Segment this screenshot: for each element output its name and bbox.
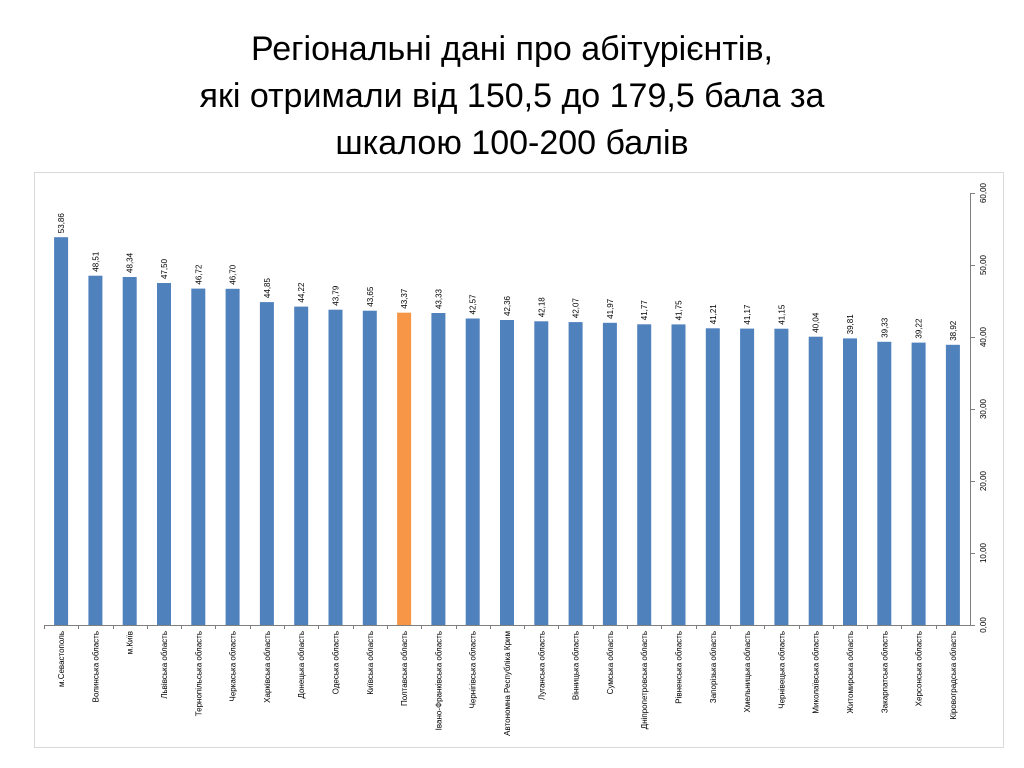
y-tick-label: 50,00 xyxy=(979,254,988,275)
category-label: Івано-Франківська область xyxy=(434,631,443,730)
category-label: Автономна Республіка Крим xyxy=(503,631,512,736)
category-label: Сумська область xyxy=(606,631,615,694)
slide-title: Регіональні дані про абітурієнтів, які о… xyxy=(0,26,1024,167)
data-label: 42,36 xyxy=(503,295,512,316)
category-label: Закарпатська область xyxy=(880,631,889,713)
data-label: 41,15 xyxy=(777,304,786,325)
bar xyxy=(568,322,583,625)
data-label: 48,34 xyxy=(126,252,135,273)
category-label: Хмельницька область xyxy=(743,631,752,712)
bar xyxy=(362,310,377,625)
bar xyxy=(911,342,926,625)
category-label: Тернопільська область xyxy=(194,631,203,716)
y-tick-label: 40,00 xyxy=(979,326,988,347)
category-label: Київська область xyxy=(366,631,375,695)
bar xyxy=(54,237,69,625)
data-label: 43,79 xyxy=(332,285,341,306)
category-label: Одеська область xyxy=(332,631,341,694)
data-label: 40,04 xyxy=(812,312,821,333)
y-tick-label: 60,00 xyxy=(979,182,988,203)
data-label: 47,50 xyxy=(160,258,169,279)
category-label: Житомирська область xyxy=(846,631,855,713)
bar xyxy=(534,321,549,625)
bar xyxy=(774,328,789,625)
bar-chart: 0,00 10,00 20,00 30,00 40,00 50,00 60,00 53,86 м… xyxy=(44,182,988,736)
category-label: Миколаївська область xyxy=(812,631,821,714)
category-label: Полтавська область xyxy=(400,631,409,706)
data-label: 44,22 xyxy=(297,282,306,303)
data-label: 43,33 xyxy=(434,288,443,309)
bar xyxy=(671,324,686,625)
category-label: Дніпропетровська область xyxy=(640,631,649,729)
bar xyxy=(500,320,514,625)
data-label: 43,37 xyxy=(400,288,409,309)
data-label: 46,70 xyxy=(229,264,238,285)
data-label: 41,17 xyxy=(743,304,752,325)
chart-frame: 0,00 10,00 20,00 30,00 40,00 50,00 60,00 53,86 м… xyxy=(34,172,1004,748)
bar xyxy=(465,318,480,625)
bar xyxy=(602,322,617,625)
title-line-2: які отримали від 150,5 до 179,5 бала за xyxy=(199,77,825,115)
bar xyxy=(637,324,652,625)
category-label: Черкаська область xyxy=(229,631,238,702)
data-label: 39,22 xyxy=(915,318,924,339)
category-label: Чернігівська область xyxy=(469,631,478,708)
data-label: 41,77 xyxy=(640,300,649,321)
bar xyxy=(740,328,755,625)
y-tick-label: 20,00 xyxy=(979,470,988,491)
data-label: 39,81 xyxy=(846,314,855,335)
category-label: Чернівецька область xyxy=(777,631,786,709)
data-label: 39,33 xyxy=(880,317,889,338)
data-label: 41,97 xyxy=(606,298,615,319)
bar xyxy=(225,288,240,625)
data-label: 42,18 xyxy=(537,297,546,318)
bar-highlighted xyxy=(397,312,412,625)
bar xyxy=(843,338,857,625)
bar xyxy=(88,275,103,625)
bar xyxy=(705,328,720,625)
data-label: 46,72 xyxy=(194,264,203,285)
bar xyxy=(877,341,892,625)
category-label: Кіровоградська область xyxy=(949,631,958,720)
category-label: Рівненська область xyxy=(674,631,683,704)
data-label: 42,57 xyxy=(469,294,478,315)
category-label: Львівська область xyxy=(160,631,169,699)
title-line-1: Регіональні дані про абітурієнтів, xyxy=(251,30,773,68)
data-label: 41,21 xyxy=(709,304,718,325)
bar xyxy=(294,306,309,625)
data-label: 53,86 xyxy=(57,213,66,234)
category-label: м.Київ xyxy=(126,631,135,654)
data-label: 44,85 xyxy=(263,278,272,299)
category-label: Донецька область xyxy=(297,631,306,699)
bar xyxy=(122,277,137,625)
bar xyxy=(808,336,823,625)
data-label: 38,92 xyxy=(949,320,958,341)
category-label: Вінницька область xyxy=(572,631,581,700)
category-label: Херсонська область xyxy=(915,631,924,706)
data-label: 48,51 xyxy=(91,251,100,272)
data-label: 41,75 xyxy=(674,300,683,321)
y-tick-label: 30,00 xyxy=(979,398,988,419)
category-label: Волинська область xyxy=(91,631,100,702)
data-label: 42,07 xyxy=(572,298,581,319)
bar xyxy=(259,302,274,625)
data-label: 43,65 xyxy=(366,286,375,307)
bar xyxy=(945,344,960,625)
category-label: Запорізька область xyxy=(709,631,718,703)
title-line-3: шкалою 100-200 балів xyxy=(335,124,689,162)
category-label: м.Севастополь xyxy=(57,631,66,687)
category-label: Луганська область xyxy=(537,631,546,700)
y-tick-label: 0,00 xyxy=(979,617,988,633)
y-tick-label: 10,00 xyxy=(979,542,988,563)
bar xyxy=(157,283,171,625)
bar xyxy=(431,313,446,625)
bar xyxy=(191,288,206,625)
bar xyxy=(328,309,343,625)
category-label: Харківська область xyxy=(263,631,272,703)
